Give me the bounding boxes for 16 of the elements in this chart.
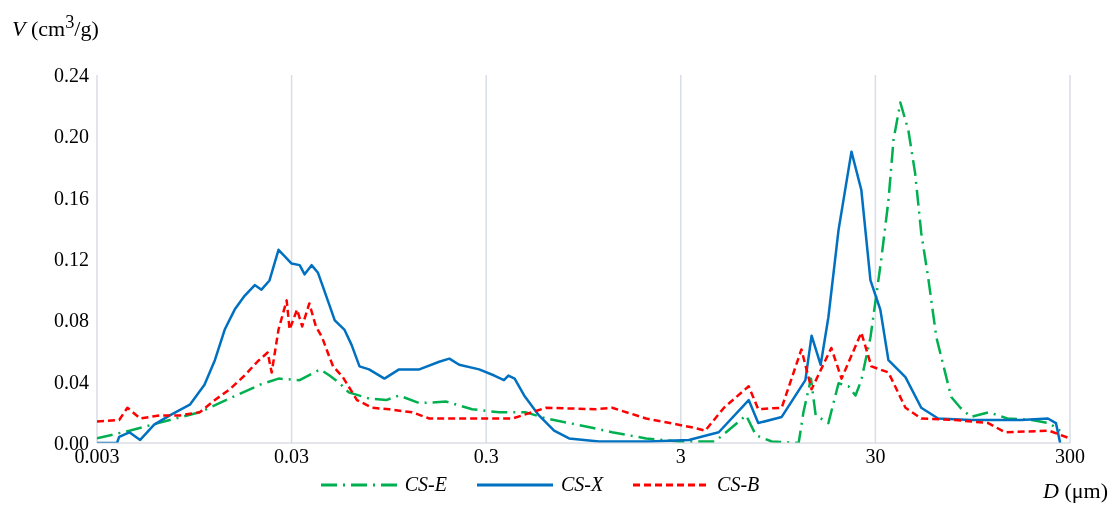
- x-axis-title: D (μm): [1043, 478, 1108, 503]
- y-tick-label: 0.04: [54, 370, 89, 393]
- legend-label: CS-E: [404, 473, 447, 496]
- y-tick-label: 0.08: [54, 309, 89, 332]
- y-tick-label: 0.16: [54, 186, 89, 209]
- y-tick-label: 0.12: [54, 248, 89, 271]
- y-axis-title: V (cm$^{3}$/g): [12, 12, 99, 42]
- x-tick-label: 300: [1055, 445, 1085, 468]
- legend-label: CS-X: [560, 473, 604, 496]
- x-tick-label: 30: [865, 445, 886, 468]
- legend-label: CS-B: [717, 473, 760, 496]
- x-tick-label: 0.03: [274, 445, 310, 468]
- y-tick-label: 0.20: [54, 125, 89, 148]
- y-tick-label: 0.24: [54, 64, 89, 87]
- x-tick-label: 3: [675, 445, 686, 468]
- x-tick-label: 0.3: [473, 445, 499, 468]
